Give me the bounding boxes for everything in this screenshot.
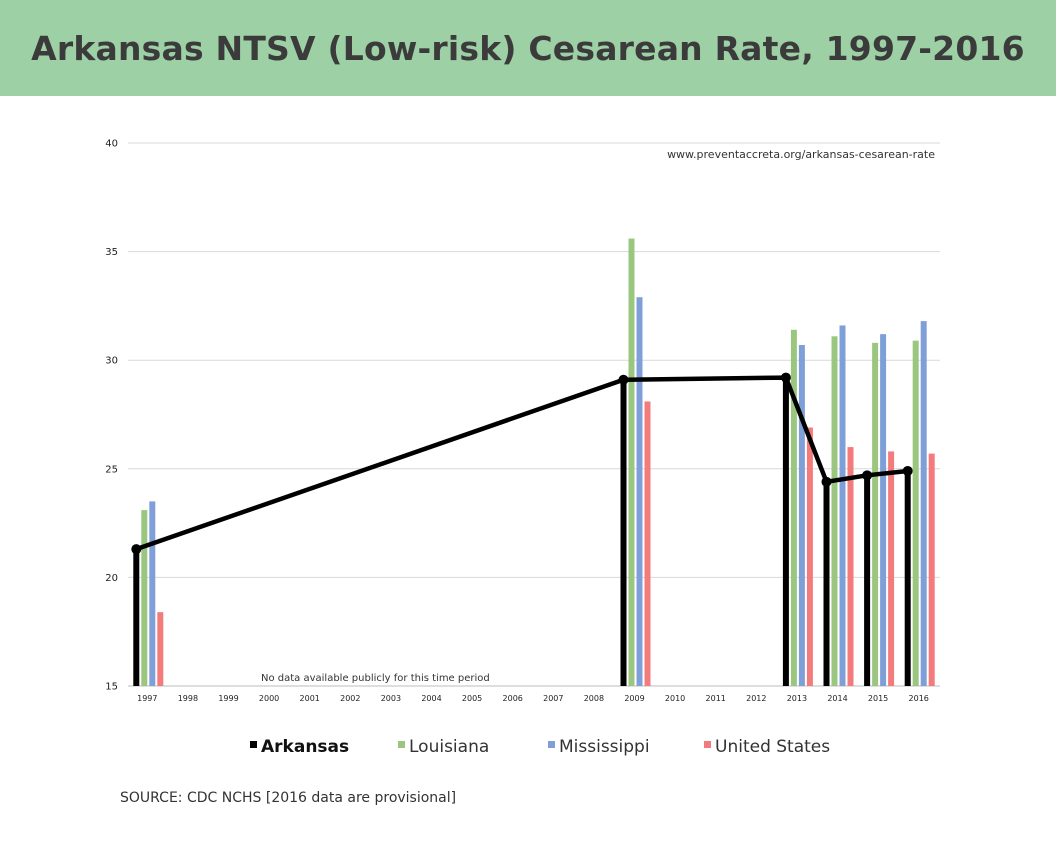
x-tick-label: 2015	[868, 694, 888, 703]
legend-swatch-arkansas	[250, 741, 257, 748]
bar-united-states	[806, 427, 813, 686]
x-tick-label: 2005	[462, 694, 482, 703]
bar-arkansas	[823, 481, 830, 686]
bar-louisiana	[628, 238, 635, 686]
legend-label-louisiana: Louisiana	[409, 737, 489, 757]
bar-united-states	[847, 447, 854, 686]
x-tick-label: 2006	[503, 694, 523, 703]
x-tick-label: 2016	[909, 694, 929, 703]
y-tick-label: 30	[105, 356, 118, 367]
x-tick-label: 2009	[624, 694, 644, 703]
bar-louisiana	[831, 336, 838, 686]
title-banner: Arkansas NTSV (Low-risk) Cesarean Rate, …	[0, 0, 1056, 96]
y-tick-label: 35	[105, 247, 118, 258]
x-tick-label: 2000	[259, 694, 279, 703]
x-tick-label: 2004	[421, 694, 441, 703]
bar-arkansas	[904, 470, 911, 686]
point-arkansas	[821, 476, 832, 487]
bar-louisiana	[141, 510, 148, 686]
x-tick-label: 2014	[827, 694, 847, 703]
bar-mississippi	[798, 344, 805, 686]
bar-united-states	[888, 451, 895, 686]
annotation-url: www.preventaccreta.org/arkansas-cesarean…	[667, 148, 935, 161]
legend-swatch-united-states	[704, 741, 711, 748]
bar-mississippi	[149, 501, 156, 686]
y-tick-label: 40	[105, 139, 118, 150]
y-tick-label: 20	[105, 573, 118, 584]
legend-swatch-mississippi	[548, 741, 555, 748]
x-tick-label: 2012	[746, 694, 766, 703]
bar-united-states	[157, 612, 164, 686]
x-tick-label: 1999	[218, 694, 238, 703]
line-arkansas	[135, 375, 908, 552]
bar-united-states	[644, 401, 651, 686]
legend-label-arkansas: Arkansas	[261, 737, 349, 757]
bar-mississippi	[880, 334, 887, 686]
legend-swatch-louisiana	[398, 741, 405, 748]
point-arkansas	[131, 544, 142, 555]
bar-louisiana	[872, 342, 879, 686]
x-tick-label: 2001	[300, 694, 320, 703]
point-arkansas	[862, 470, 873, 481]
x-tick-label: 1998	[178, 694, 198, 703]
bar-mississippi	[920, 321, 927, 686]
y-tick-label: 25	[105, 464, 118, 475]
x-tick-label: 2011	[706, 694, 726, 703]
x-tick-label: 2008	[584, 694, 604, 703]
page-title: Arkansas NTSV (Low-risk) Cesarean Rate, …	[31, 28, 1025, 68]
y-tick-label: 15	[105, 682, 118, 693]
bar-united-states	[928, 453, 935, 686]
bar-arkansas	[864, 475, 871, 686]
bar-mississippi	[839, 325, 846, 686]
x-tick-label: 2007	[543, 694, 563, 703]
bar-louisiana	[912, 340, 919, 686]
x-tick-label: 2010	[665, 694, 685, 703]
source-note: SOURCE: CDC NCHS [2016 data are provisio…	[120, 790, 457, 806]
x-tick-label: 1997	[137, 694, 157, 703]
bar-mississippi	[636, 297, 643, 686]
point-arkansas	[902, 465, 913, 476]
x-tick-label: 2013	[787, 694, 807, 703]
bar-arkansas	[133, 549, 140, 686]
bar-arkansas	[620, 379, 627, 686]
legend-label-united-states: United States	[715, 737, 830, 757]
legend-label-mississippi: Mississippi	[559, 737, 650, 757]
point-arkansas	[618, 374, 629, 385]
bar-louisiana	[790, 329, 797, 686]
point-arkansas	[780, 372, 791, 383]
bar-arkansas	[782, 377, 789, 686]
x-tick-label: 2002	[340, 694, 360, 703]
x-tick-label: 2003	[381, 694, 401, 703]
annotation-no-data: No data available publicly for this time…	[261, 673, 490, 684]
chart: 15 20 25 30 35 40 1997 1998 1999 2000 2001 2002 2003…	[105, 139, 940, 757]
